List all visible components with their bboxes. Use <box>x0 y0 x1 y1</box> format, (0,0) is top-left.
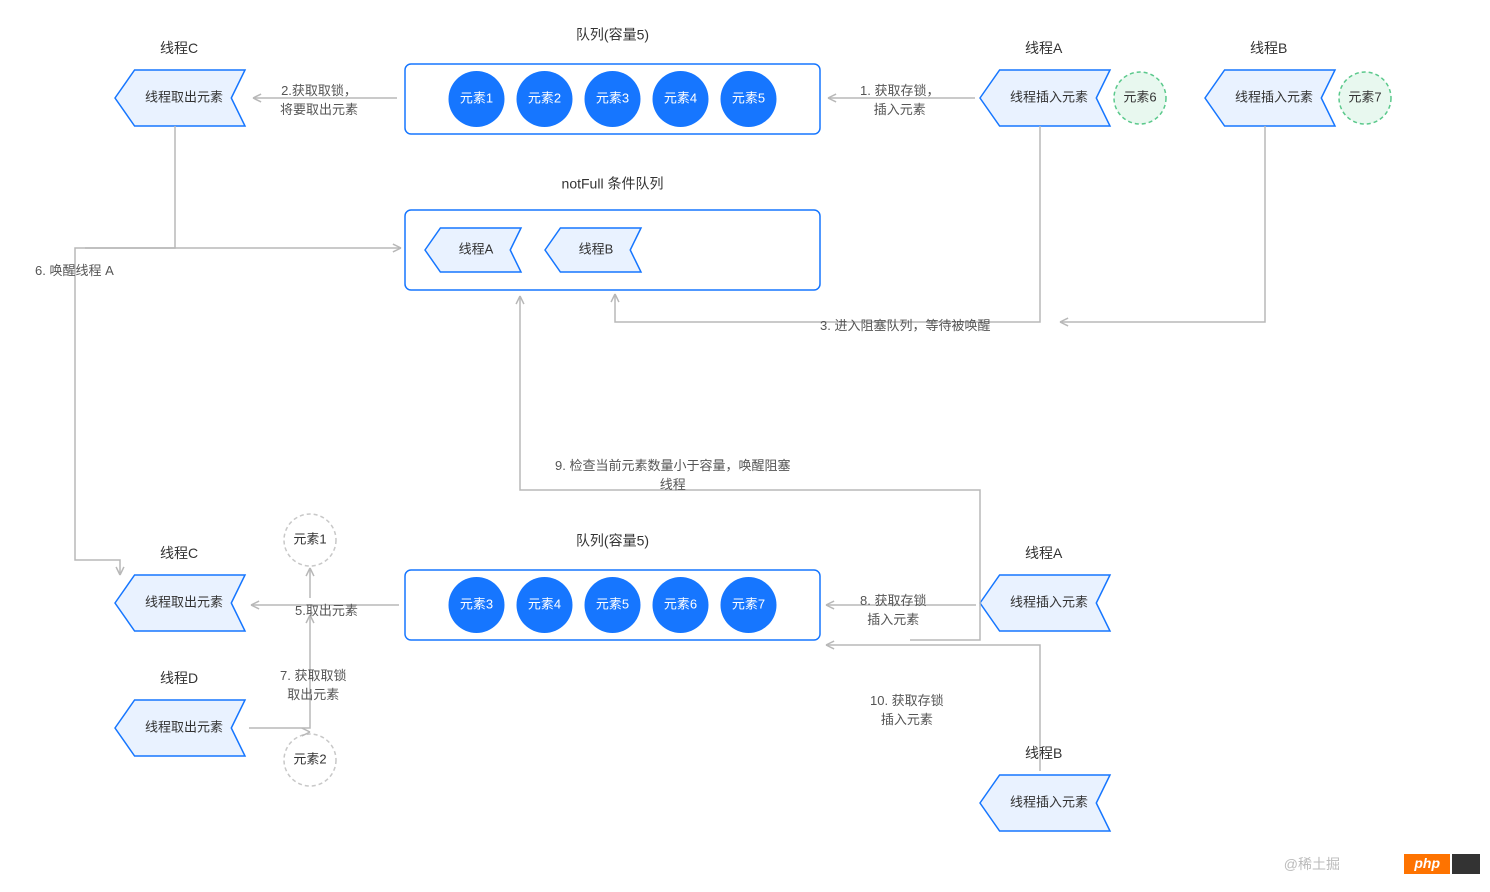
label-8: 8. 获取存锁 插入元素 <box>860 590 926 628</box>
svg-text:元素3: 元素3 <box>596 90 629 105</box>
label-9: 9. 检查当前元素数量小于容量，唤醒阻塞 线程 <box>555 455 790 493</box>
label-10: 10. 获取存锁 插入元素 <box>870 690 944 728</box>
label-2: 2.获取取锁， 将要取出元素 <box>280 80 358 118</box>
svg-text:元素7: 元素7 <box>1348 89 1381 104</box>
svg-text:线程取出元素: 线程取出元素 <box>145 89 223 104</box>
title-thread-c-bot: 线程C <box>160 543 198 563</box>
svg-text:元素4: 元素4 <box>528 596 561 611</box>
svg-text:元素6: 元素6 <box>664 596 697 611</box>
label-1: 1. 获取存锁， 插入元素 <box>860 80 939 118</box>
title-thread-a-top: 线程A <box>1025 38 1062 58</box>
svg-text:线程取出元素: 线程取出元素 <box>145 719 223 734</box>
svg-text:元素7: 元素7 <box>732 596 765 611</box>
svg-text:元素4: 元素4 <box>664 90 697 105</box>
title-thread-c-top: 线程C <box>160 38 198 58</box>
svg-text:元素2: 元素2 <box>293 751 326 766</box>
svg-text:元素3: 元素3 <box>460 596 493 611</box>
svg-text:队列(容量5): 队列(容量5) <box>576 27 649 43</box>
label-6: 6. 唤醒线程 A <box>35 260 114 279</box>
svg-text:线程插入元素: 线程插入元素 <box>1235 89 1313 104</box>
svg-text:notFull 条件队列: notFull 条件队列 <box>562 176 664 192</box>
svg-text:元素5: 元素5 <box>596 596 629 611</box>
label-3: 3. 进入阻塞队列，等待被唤醒 <box>820 315 990 334</box>
svg-text:线程取出元素: 线程取出元素 <box>145 594 223 609</box>
arrow-6-path <box>75 126 175 575</box>
svg-text:元素5: 元素5 <box>732 90 765 105</box>
svg-text:元素6: 元素6 <box>1123 89 1156 104</box>
title-thread-d: 线程D <box>160 668 198 688</box>
svg-text:线程插入元素: 线程插入元素 <box>1010 594 1088 609</box>
php-tag: php <box>1404 854 1450 874</box>
svg-text:元素1: 元素1 <box>460 90 493 105</box>
svg-text:队列(容量5): 队列(容量5) <box>576 533 649 549</box>
svg-text:线程A: 线程A <box>459 241 494 256</box>
title-thread-a-bot: 线程A <box>1025 543 1062 563</box>
label-7: 7. 获取取锁 取出元素 <box>280 665 346 703</box>
svg-text:线程插入元素: 线程插入元素 <box>1010 794 1088 809</box>
label-5: 5.取出元素 <box>295 600 358 619</box>
svg-text:线程B: 线程B <box>579 241 614 256</box>
arrow-3b <box>1060 126 1265 322</box>
svg-text:元素1: 元素1 <box>293 531 326 546</box>
title-thread-b-bot: 线程B <box>1025 743 1062 763</box>
watermark: @稀土掘 <box>1284 854 1340 874</box>
title-thread-b-top: 线程B <box>1250 38 1287 58</box>
svg-text:线程插入元素: 线程插入元素 <box>1010 89 1088 104</box>
svg-text:元素2: 元素2 <box>528 90 561 105</box>
php-tag-dark <box>1452 854 1480 874</box>
